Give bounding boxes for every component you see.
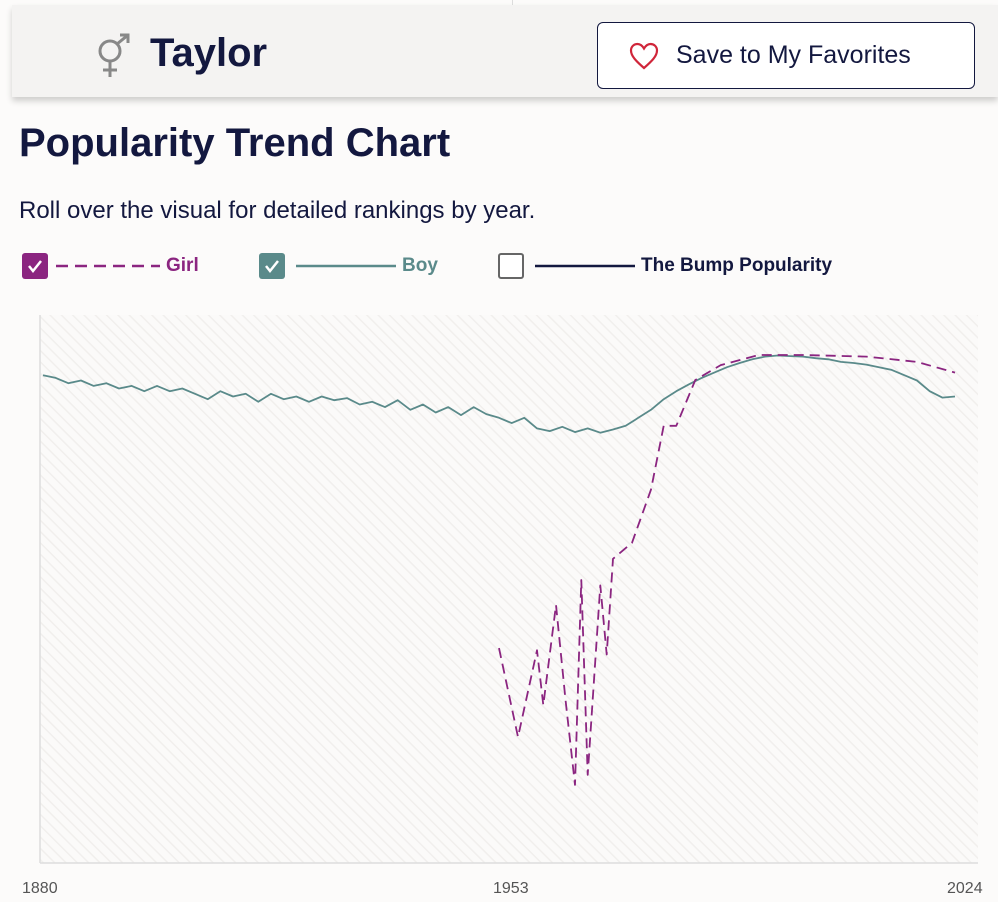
- unisex-gender-icon: [98, 33, 130, 77]
- boy-line-swatch: [296, 264, 396, 268]
- x-tick-label: 1953: [493, 880, 529, 897]
- bump-line-swatch: [535, 264, 635, 268]
- checkmark-icon: [265, 260, 279, 274]
- plot-area: [40, 315, 978, 863]
- girl-line-swatch: [56, 264, 160, 268]
- heart-outline-icon: [629, 42, 659, 69]
- name-header: Taylor Save to My Favorites: [12, 5, 998, 97]
- x-tick-label: 1880: [22, 880, 58, 897]
- legend-toggle-boy[interactable]: Boy: [259, 252, 438, 280]
- series-line-boy: [42, 354, 956, 434]
- legend-label-girl: Girl: [166, 255, 199, 276]
- girl-checkbox[interactable]: [22, 253, 48, 279]
- section-title: Popularity Trend Chart: [19, 121, 451, 165]
- x-tick-label: 2024: [947, 880, 983, 897]
- baby-name: Taylor: [150, 31, 268, 75]
- legend-label-bump-popularity: The Bump Popularity: [641, 255, 833, 276]
- legend-label-boy: Boy: [402, 255, 438, 276]
- popularity-trend-chart[interactable]: [0, 300, 998, 902]
- series-line-girl: [498, 354, 956, 786]
- boy-checkbox[interactable]: [259, 253, 285, 279]
- legend-toggle-bump-popularity[interactable]: The Bump Popularity: [498, 252, 832, 280]
- legend-toggle-girl[interactable]: Girl: [22, 252, 199, 280]
- section-subtitle: Roll over the visual for detailed rankin…: [19, 197, 536, 224]
- save-to-favorites-button[interactable]: Save to My Favorites: [597, 22, 975, 89]
- divider: [512, 0, 513, 5]
- checkmark-icon: [28, 260, 42, 274]
- save-to-favorites-label: Save to My Favorites: [676, 41, 911, 69]
- bump-popularity-checkbox[interactable]: [498, 253, 524, 279]
